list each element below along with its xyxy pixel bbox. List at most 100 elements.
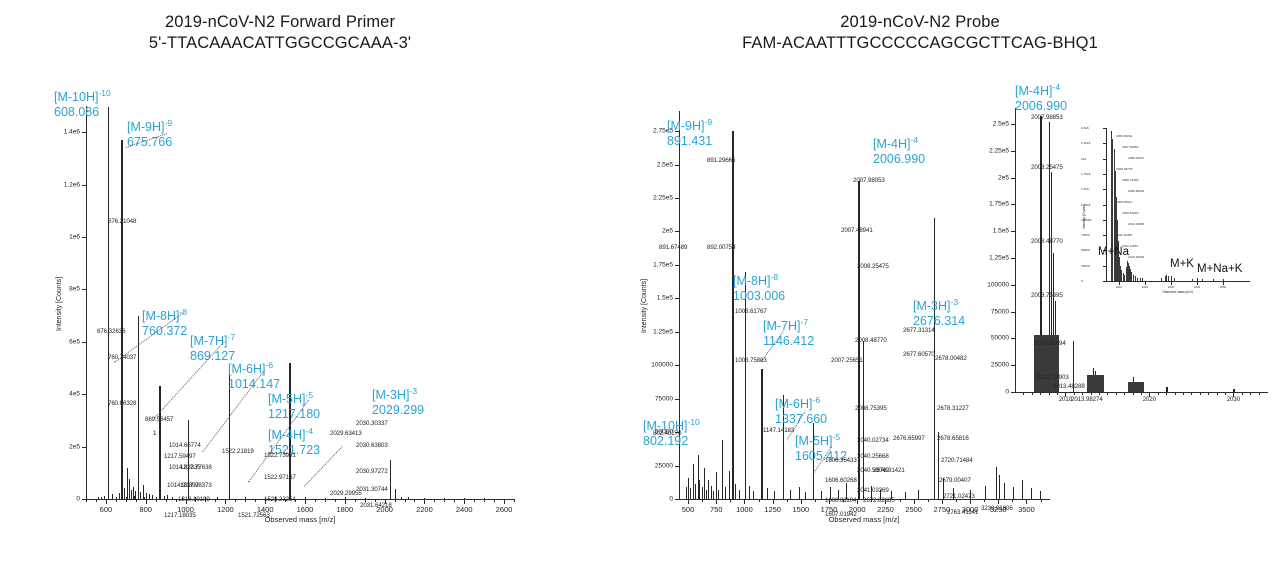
- x-tick-label: 2400: [455, 505, 473, 514]
- subinset-peak: [1119, 265, 1121, 281]
- peak-mass-label: 1523.23254: [264, 496, 296, 503]
- spectrum-peak: [862, 341, 865, 499]
- subinset-plot-adducts: 2.5e5 2.25e5 2e5 1.75e5 1.5e5 1.25e5 100000 750…: [1080, 118, 1255, 303]
- x-tick: [772, 500, 774, 504]
- y-tick: [675, 298, 679, 300]
- inset-y-tick: [1011, 177, 1015, 179]
- spectrum-noise-peak: [163, 496, 165, 499]
- spectrum-peak: [748, 485, 750, 499]
- spectrum-noise-peak: [195, 497, 197, 499]
- subinset-x-tick-label: 2050: [1219, 285, 1227, 289]
- spectrum-plot-probe: 0 25000 50000 75000 100000 1.25e5 1.5e5 1.75e5 2…: [635, 105, 1055, 535]
- peak-mass-label: 2677.60570: [903, 351, 935, 358]
- inset-x-minor-tick: [1107, 393, 1109, 395]
- peak-mass-label: 1014.66774: [169, 442, 201, 449]
- inset-y-tick: [1011, 204, 1015, 206]
- annotation-species: [M-3H]-3: [372, 386, 418, 403]
- y-tick-label: 2.5e5: [656, 161, 673, 169]
- peak-mass-label: 1606.60268: [825, 477, 857, 484]
- x-minor-tick: [334, 500, 336, 502]
- inset-envelope-base: [1034, 335, 1059, 392]
- inset-x-tick-label: 2010: [1058, 397, 1073, 403]
- subinset-peak: [1117, 241, 1119, 281]
- spectrum-peak: [697, 454, 699, 499]
- x-tick: [829, 500, 831, 504]
- x-minor-tick: [786, 500, 788, 502]
- spectrum-peak: [918, 489, 920, 499]
- spectrum-peak: [789, 489, 791, 499]
- annotation-m3h: [M-3H]-3 2029.299: [372, 384, 424, 417]
- subinset-peak-mass-label: 2008.74455: [1122, 178, 1139, 182]
- y-tick: [82, 132, 86, 134]
- x-minor-tick: [941, 500, 943, 502]
- subinset-peak: [1173, 277, 1175, 281]
- peak-mass-label: 2007.25651: [831, 357, 863, 364]
- x-minor-tick: [1012, 500, 1014, 502]
- subinset-peak: [1118, 256, 1120, 281]
- peak-mass-label: 1217.18035: [164, 512, 196, 519]
- peak-mass-label: 891.29665: [707, 157, 736, 164]
- annotation-m10h: [M-10H]-10 802.192: [643, 415, 700, 448]
- annotation-species: [M-4H]-4: [1015, 82, 1061, 99]
- spectrum-peak: [812, 422, 814, 499]
- x-minor-tick: [414, 500, 416, 502]
- x-minor-tick: [314, 500, 316, 502]
- x-minor-tick: [454, 500, 456, 502]
- spectrum-noise-peak: [464, 497, 466, 499]
- subinset-x-tick-label: 2030: [1167, 285, 1175, 289]
- panel-title-forward-primer: 2019-nCoV-N2 Forward Primer 5'-TTACAAACA…: [0, 12, 560, 54]
- subinset-peak: [1110, 131, 1112, 281]
- x-tick-label: 1000: [177, 505, 194, 514]
- x-minor-tick: [404, 500, 406, 502]
- spectrum-noise-peak: [181, 496, 183, 499]
- subinset-peak-mass-label: 2013.00654: [1128, 255, 1145, 259]
- inset-x-minor-tick: [1216, 393, 1218, 395]
- x-tick-label: 3000: [961, 505, 979, 514]
- y-tick: [675, 231, 679, 233]
- spectrum-peak: [845, 482, 847, 499]
- annotation-m6h: [M-6H]-6 1337.660: [775, 393, 827, 426]
- peak-mass-label: 1606.35433: [825, 457, 857, 464]
- y-tick: [82, 446, 86, 448]
- subinset-peak: [1166, 274, 1168, 281]
- spectrum-peak: [289, 362, 291, 499]
- x-minor-tick: [1040, 500, 1042, 502]
- subinset-peak-mass-label: 2012.12857: [1122, 244, 1139, 248]
- subinset-peak: [1112, 138, 1114, 281]
- subinset-peak: [1132, 274, 1134, 281]
- y-tick-label: 0: [669, 495, 673, 503]
- inset-y-tick-label: 100000: [987, 281, 1009, 289]
- subinset-peak-mass-label: 2008.98664: [1128, 189, 1145, 193]
- spectrum-peak: [722, 440, 724, 499]
- y-tick-label: 50000: [654, 428, 673, 436]
- x-tick-label: 1400: [256, 505, 274, 514]
- inset-x-minor-tick: [1208, 393, 1210, 395]
- spectrum-peak: [695, 484, 697, 499]
- spectrum-peak: [838, 489, 840, 499]
- subinset-y-tick-label: 2e5: [1081, 156, 1087, 161]
- panel-title-line2: FAM-ACAATTTGCCCCCAGCGCTTCAG-BHQ1: [742, 34, 1098, 52]
- inset-x-minor-tick: [1048, 393, 1050, 395]
- spectrum-peak: [735, 484, 737, 499]
- peak-mass-label: 1217.59497: [164, 453, 196, 460]
- x-minor-tick: [115, 500, 117, 502]
- peak-mass-label: 2040.02734: [857, 437, 889, 444]
- inset-x-minor-tick: [1023, 393, 1025, 395]
- peak-mass-label: 1147.14183: [763, 427, 795, 434]
- x-tick: [344, 500, 346, 504]
- x-axis-line: [86, 499, 515, 500]
- x-tick-label: 750: [709, 505, 723, 514]
- panel-forward-primer: 2019-nCoV-N2 Forward Primer 5'-TTACAAACA…: [0, 0, 560, 574]
- annotation-species: [M-9H]-9: [127, 118, 173, 135]
- spectrum-noise-peak: [97, 496, 99, 499]
- x-tick-label: 600: [99, 505, 113, 514]
- spectrum-peak: [137, 315, 140, 499]
- spectrum-noise-peak: [245, 497, 247, 499]
- peak-mass-label: 2721.02473: [943, 493, 975, 500]
- spectrum-noise-peak: [205, 496, 207, 499]
- inset-peak-mass-label: 2008.48770: [1031, 238, 1063, 245]
- x-minor-tick: [394, 500, 396, 502]
- spectrum-peak: [984, 485, 986, 499]
- x-tick-label: 1600: [296, 505, 314, 514]
- subinset-y-tick-label: 1.5e5: [1081, 187, 1089, 192]
